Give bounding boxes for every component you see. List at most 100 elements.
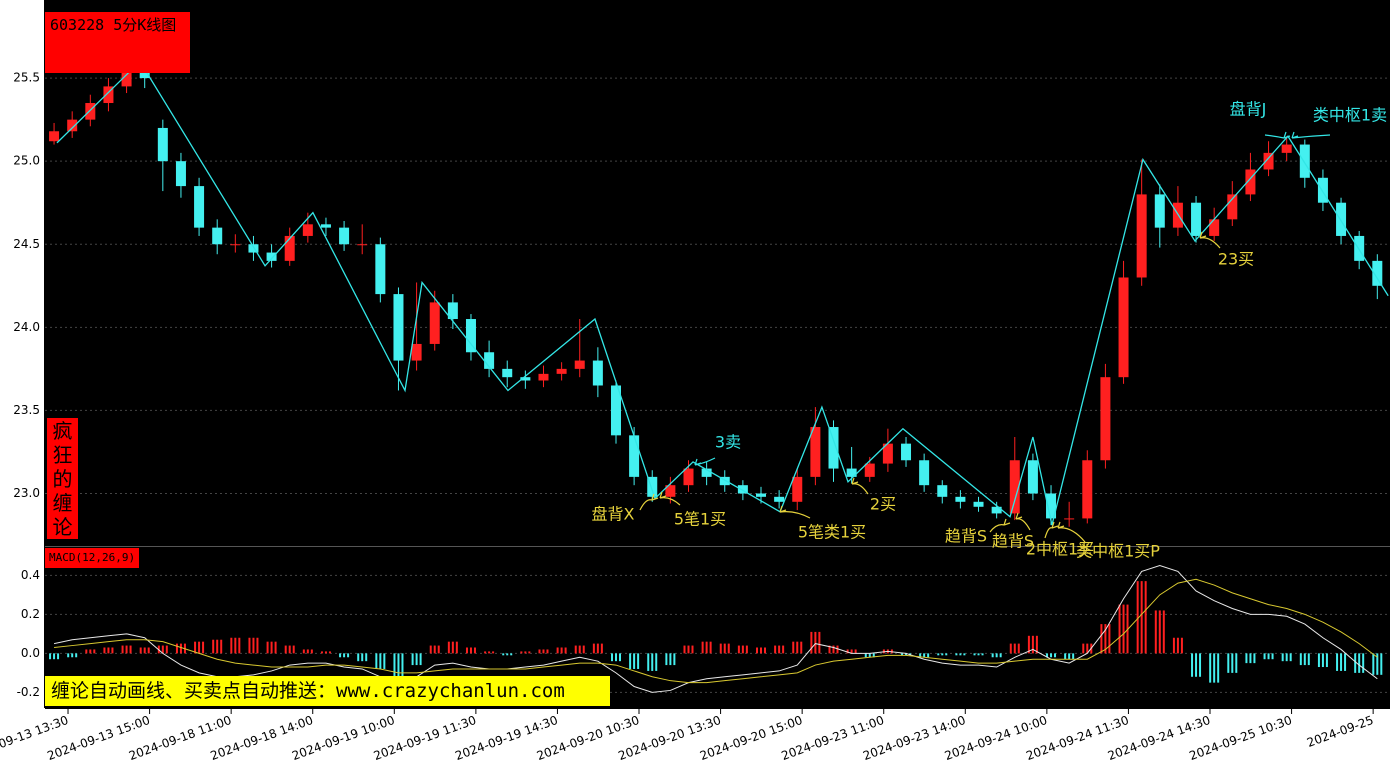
candle-body — [339, 227, 350, 245]
candle-body — [1118, 277, 1129, 378]
candle-body — [1136, 194, 1147, 278]
y-tick-label: -0.2 — [17, 685, 40, 699]
candle-body — [610, 385, 621, 436]
y-tick-label: 23.0 — [13, 486, 40, 500]
candle-body — [1046, 493, 1057, 519]
candle-body — [1372, 260, 1383, 286]
candle-body — [1299, 144, 1310, 178]
annotation-arrow — [1057, 521, 1086, 543]
candle-body — [973, 501, 984, 507]
candle-body — [1317, 177, 1328, 203]
annotation: 5笔类1买 — [798, 523, 866, 542]
candle-body — [1154, 194, 1165, 228]
candle-body — [157, 127, 168, 162]
y-tick-label: 0.0 — [21, 646, 40, 660]
candle-body — [882, 443, 893, 464]
annotation: 趋背S — [945, 527, 987, 546]
y-tick-label: 25.0 — [13, 154, 40, 168]
candle-body — [302, 224, 313, 236]
annotation: 5笔1买 — [674, 510, 726, 529]
y-tick-label: 24.5 — [13, 237, 40, 251]
annotation-arrow — [989, 518, 1011, 533]
candle-body — [864, 463, 875, 477]
annotation-arrow — [1291, 131, 1331, 139]
candle-body — [230, 244, 241, 246]
candle-body — [1191, 202, 1202, 236]
annotation: 趋背S — [992, 532, 1034, 551]
candle-body — [520, 377, 531, 381]
x-tick-label: 2024-09-25 — [1305, 713, 1375, 750]
y-tick-label: 0.2 — [21, 607, 40, 621]
annotation-arrow — [779, 505, 811, 519]
candle-body — [284, 235, 295, 261]
candle-body — [411, 343, 422, 361]
candle-body — [592, 360, 603, 386]
candle-body — [846, 468, 857, 477]
candle-body — [756, 493, 767, 497]
candle-body — [901, 443, 912, 461]
candle-body — [737, 485, 748, 494]
candle-body — [194, 186, 205, 228]
candle-body — [919, 460, 930, 486]
y-tick-label: 23.5 — [13, 403, 40, 417]
plot-background — [45, 0, 1390, 708]
candle-body — [139, 69, 150, 79]
candle-body — [121, 69, 132, 87]
candle-body — [484, 352, 495, 369]
candle-body — [266, 252, 277, 261]
annotation: 2买 — [870, 495, 896, 514]
y-tick-label: 25.5 — [13, 71, 40, 85]
annotation-arrow — [639, 493, 659, 511]
candle-body — [574, 360, 585, 369]
candle-body — [49, 131, 60, 142]
y-tick-label: 0.4 — [21, 568, 40, 582]
annotation: 3卖 — [715, 433, 741, 452]
candle-body — [1064, 518, 1075, 520]
candle-body — [1009, 460, 1020, 514]
candle-body — [357, 244, 368, 246]
annotation-arrow — [1199, 231, 1221, 249]
candle-body — [1027, 460, 1038, 494]
candle-body — [393, 294, 404, 361]
candle-body — [701, 468, 712, 477]
candle-body — [429, 302, 440, 344]
candle-body — [1336, 202, 1347, 236]
candle-body — [647, 476, 658, 497]
candle-body — [248, 244, 259, 253]
candle-body — [828, 427, 839, 469]
banner: 缠论自动画线、买卖点自动推送：www.crazychanlun.com — [45, 676, 610, 706]
annotation-arrow — [1264, 131, 1291, 139]
candle-body — [1245, 169, 1256, 195]
chart-title: 603228 5分K线图 — [45, 12, 190, 73]
candle-body — [375, 244, 386, 295]
dea-line — [54, 578, 1378, 684]
candle-body — [1082, 460, 1093, 519]
candle-body — [85, 103, 96, 120]
candle-body — [937, 485, 948, 497]
annotation: 类中枢1买P — [1076, 542, 1160, 561]
side-label: 疯狂的缠论 — [47, 418, 78, 539]
candle-body — [320, 224, 331, 228]
annotation-arrow — [694, 457, 716, 466]
candle-body — [465, 319, 476, 353]
candle-body — [447, 302, 458, 320]
annotation-arrow — [1044, 521, 1059, 539]
candle-body — [67, 119, 78, 132]
dif-line — [53, 565, 1378, 693]
candle-body — [991, 506, 1002, 514]
candle-body — [792, 476, 803, 502]
candle-body — [719, 476, 730, 486]
candle-body — [1263, 152, 1274, 170]
candle-body — [556, 368, 567, 374]
candle-body — [774, 496, 785, 502]
candle-body — [538, 373, 549, 381]
candle-body — [665, 485, 676, 497]
annotation: 盘背X — [592, 505, 635, 524]
macd-title: MACD(12,26,9) — [45, 548, 140, 568]
annotation-arrow — [851, 477, 869, 495]
candle-body — [1227, 194, 1238, 220]
candle-body — [212, 227, 223, 245]
annotation: 盘背J — [1230, 100, 1267, 119]
